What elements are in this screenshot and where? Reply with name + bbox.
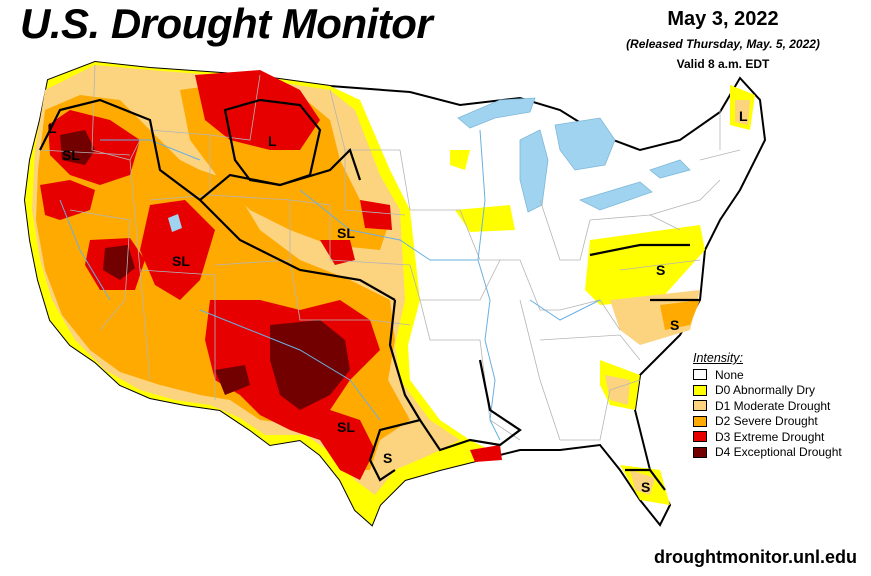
impact-label: SL (172, 253, 190, 269)
impact-label: SL (337, 225, 355, 241)
map-date: May 3, 2022 (667, 8, 779, 30)
legend-swatch (693, 369, 707, 381)
legend-label: D0 Abnormally Dry (715, 383, 816, 398)
great-lakes (457, 97, 691, 213)
legend-item-none: None (693, 367, 842, 383)
legend-swatch (693, 431, 707, 443)
impact-label: L (739, 108, 748, 124)
great-salt-lake (168, 214, 182, 232)
legend-swatch (693, 400, 707, 412)
map-title: U.S. Drought Monitor (20, 0, 433, 47)
impact-label: L (48, 120, 57, 136)
legend-label: D1 Moderate Drought (715, 398, 831, 413)
impact-label: S (641, 479, 650, 495)
website-url[interactable]: droughtmonitor.unl.edu (654, 547, 857, 567)
legend-label: D2 Severe Drought (715, 414, 818, 429)
legend-label: D3 Extreme Drought (715, 429, 825, 444)
legend-item-d3: D3 Extreme Drought (693, 429, 842, 445)
rivers (59, 129, 601, 441)
legend-title: Intensity: (693, 351, 744, 365)
intensity-legend: Intensity: None D0 Abnormally Dry D1 Mod… (693, 351, 842, 460)
valid-time: Valid 8 a.m. EDT (676, 57, 770, 71)
impact-label: L (268, 133, 277, 149)
legend-swatch (693, 415, 707, 427)
impact-label: SL (62, 147, 80, 163)
impact-label: S (383, 450, 392, 466)
release-date: (Released Thursday, May. 5, 2022) (626, 37, 820, 51)
legend-item-d0: D0 Abnormally Dry (693, 383, 842, 399)
legend-item-d2: D2 Severe Drought (693, 414, 842, 430)
date-block: May 3, 2022 (Released Thursday, May. 5, … (593, 8, 853, 71)
legend-swatch (693, 446, 707, 458)
impact-label: S (656, 262, 665, 278)
impact-label: S (670, 317, 679, 333)
legend-swatch (693, 384, 707, 396)
legend-label: None (715, 367, 744, 382)
legend-item-d4: D4 Exceptional Drought (693, 445, 842, 461)
impact-label: SL (337, 419, 355, 435)
legend-item-d1: D1 Moderate Drought (693, 398, 842, 414)
legend-label: D4 Exceptional Drought (715, 445, 842, 460)
impact-boundaries (39, 98, 700, 491)
